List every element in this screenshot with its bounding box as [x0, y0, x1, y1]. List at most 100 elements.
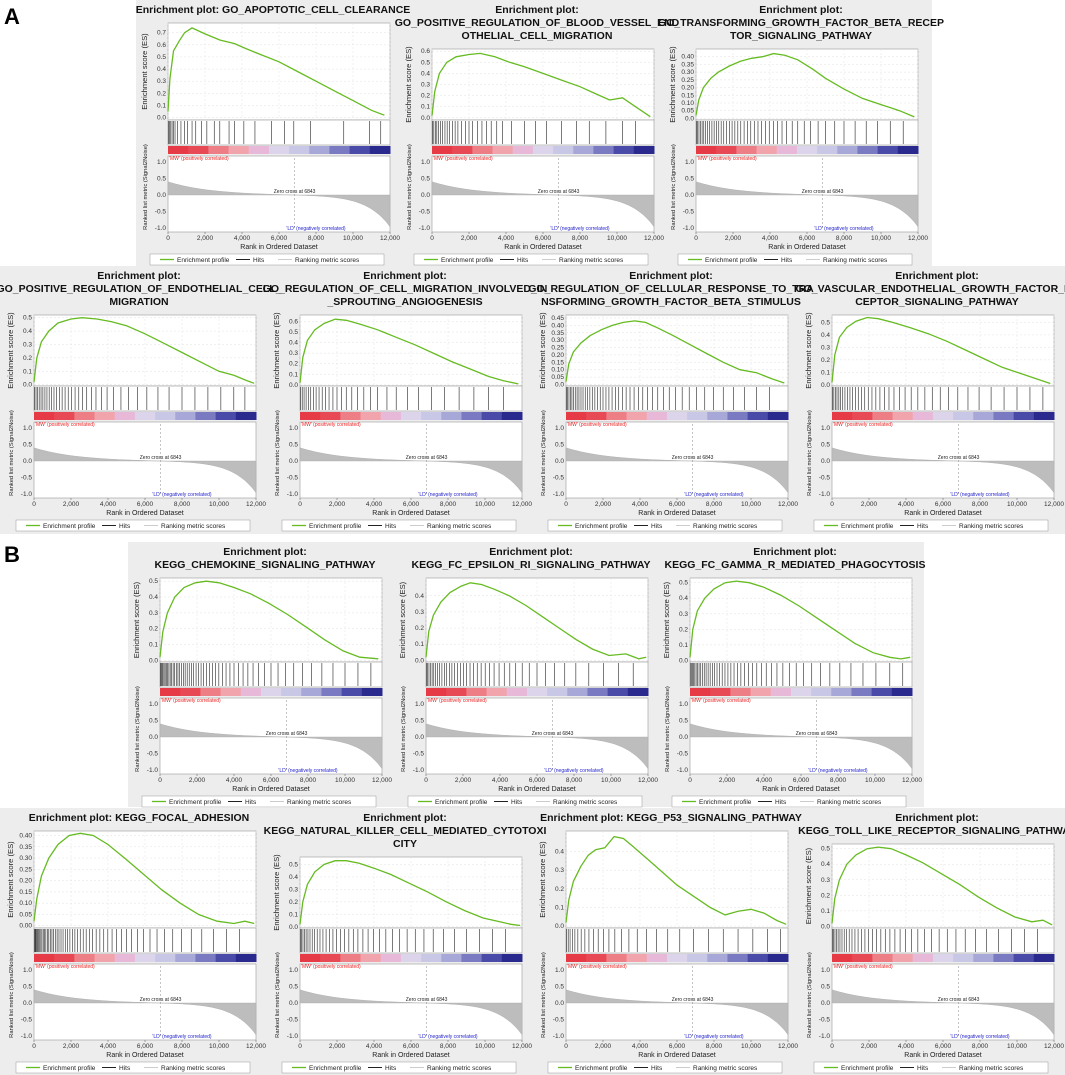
es-ytick-label: 0.30 [551, 337, 564, 344]
metric-ytick-label: 0.0 [23, 458, 32, 465]
rank-color-segment [506, 688, 528, 696]
es-ytick-label: 0.1 [415, 641, 424, 648]
legend-profile-label: Enrichment profile [441, 257, 494, 264]
rank-color-segment [852, 412, 873, 420]
es-ytick-label: 0.3 [821, 877, 830, 884]
rank-color-segment [586, 954, 607, 962]
metric-ytick-label: -1.0 [819, 491, 831, 498]
rank-color-segment [1013, 954, 1035, 962]
enrichment-profile-line [565, 320, 785, 384]
x-tick-label: 8,000 [572, 235, 589, 242]
x-tick-label: 2,000 [595, 1043, 612, 1050]
legend-hits-label: Hits [917, 1065, 929, 1072]
rank-color-segment [228, 146, 250, 154]
x-tick-label: 12,000 [778, 501, 798, 508]
x-tick-label: 12,000 [380, 235, 400, 242]
es-ytick-label: 0.00 [19, 923, 32, 930]
rank-color-segment [727, 412, 749, 420]
enrichment-profile-line [299, 318, 519, 385]
ranked-metric-area [159, 723, 383, 770]
rank-color-segment [953, 412, 974, 420]
rank-color-segment [770, 688, 792, 696]
rank-color-segment [320, 954, 341, 962]
metric-ytick-label: -0.5 [553, 1017, 565, 1024]
rank-color-segment [767, 954, 789, 962]
rank-color-segment [707, 412, 728, 420]
es-axis-label: Enrichment score (ES) [6, 312, 15, 389]
rank-color-segment [481, 412, 503, 420]
chart-svg: Enrichment plot:GO_POSITIVE_REGULATION_O… [0, 270, 282, 532]
rank-color-segment [687, 412, 708, 420]
es-ytick-label: 0.3 [23, 341, 32, 348]
x-tick-label: 8,000 [706, 1043, 723, 1050]
x-tick-label: 2,000 [595, 501, 612, 508]
x-tick-label: 6,000 [793, 777, 810, 784]
x-tick-label: 2,000 [861, 501, 878, 508]
es-ytick-label: 0.3 [555, 867, 564, 874]
es-ytick-label: 0.6 [289, 318, 298, 325]
x-tick-label: 6,000 [669, 1043, 686, 1050]
x-axis-label: Rank in Ordered Dataset [240, 244, 317, 251]
x-tick-label: 0 [166, 235, 170, 242]
es-ytick-label: 0.4 [289, 874, 298, 881]
x-tick-label: 8,000 [174, 1043, 191, 1050]
positive-correlation-label: 'MW' (positively correlated) [427, 698, 487, 704]
x-tick-label: 10,000 [871, 235, 891, 242]
legend-ranking-label: Ranking metric scores [161, 1065, 226, 1072]
negative-correlation-label: 'LD' (negatively correlated) [950, 1034, 1009, 1040]
legend-box [281, 519, 517, 532]
panel-a-label: A [4, 4, 20, 29]
x-axis-label: Rank in Ordered Dataset [904, 510, 981, 517]
es-plot-area [695, 48, 919, 121]
metric-ytick-label: -1.0 [413, 767, 425, 774]
metric-axis-label: Ranked list metric (Signal2Noise) [541, 410, 547, 496]
x-tick-label: 10,000 [865, 777, 885, 784]
x-tick-label: 6,000 [535, 235, 552, 242]
ranked-metric-area [299, 989, 523, 1036]
x-axis-label: Rank in Ordered Dataset [372, 510, 449, 517]
enrichment-profile-line [33, 317, 255, 384]
es-axis-label: Enrichment score (ES) [804, 312, 813, 389]
legend-ranking-label: Ranking metric scores [427, 523, 492, 530]
es-ytick-label: 0.20 [551, 352, 564, 359]
metric-ytick-label: 1.0 [157, 159, 166, 166]
hits-area [831, 927, 1055, 954]
gsea-plot-kegg-fc-epsilon-ri: Enrichment plot: KEGG_FC_EPSILON_RI_SIGNA… [396, 544, 658, 808]
legend-box [149, 253, 385, 266]
x-tick-label: 4,000 [762, 235, 779, 242]
positive-correlation-label: 'MW' (positively correlated) [833, 422, 893, 428]
ranked-metric-area [33, 989, 257, 1036]
x-tick-label: 6,000 [137, 1043, 154, 1050]
gsea-plot-tgf-beta-receptor-signaling: Enrichment plot: GO_TRANSFORMING_GROWTH_F… [658, 2, 944, 266]
rank-color-segment [481, 954, 503, 962]
es-ytick-label: 0.2 [421, 93, 430, 100]
enrichment-profile-line [167, 27, 385, 116]
positive-correlation-label: 'MW' (positively correlated) [301, 422, 361, 428]
x-tick-label: 8,000 [174, 501, 191, 508]
rank-color-segment [426, 688, 447, 696]
legend-box [407, 795, 643, 808]
ranked-metric-area [695, 181, 919, 228]
es-plot-area [33, 314, 257, 387]
es-ytick-label: 0.30 [19, 855, 32, 862]
ranked-metric-area [167, 181, 391, 228]
rank-color-segment [730, 688, 752, 696]
rank-color-segment [566, 954, 587, 962]
negative-correlation-label: 'LD' (negatively correlated) [814, 226, 873, 232]
rank-color-segment [613, 146, 635, 154]
chart-title-line: GO_REGULATION_OF_CELLULAR_RESPONSE_TO_TR… [528, 283, 814, 295]
es-axis-label: Enrichment score (ES) [662, 581, 671, 658]
metric-ytick-label: 0.5 [415, 718, 424, 725]
positive-correlation-label: 'MW' (positively correlated) [433, 156, 493, 162]
x-tick-label: 0 [688, 777, 692, 784]
rank-color-segment [872, 412, 894, 420]
metric-ytick-label: 0.0 [555, 1000, 564, 1007]
metric-axis-label: Ranked list metric (Signal2Noise) [9, 410, 15, 496]
legend-box [141, 795, 377, 808]
es-ytick-label: 0.35 [681, 61, 694, 68]
metric-ytick-label: -0.5 [413, 751, 425, 758]
es-ytick-label: 0.1 [821, 369, 830, 376]
rank-color-segment [747, 412, 769, 420]
x-axis-label: Rank in Ordered Dataset [904, 1052, 981, 1059]
x-tick-label: 12,000 [372, 777, 392, 784]
